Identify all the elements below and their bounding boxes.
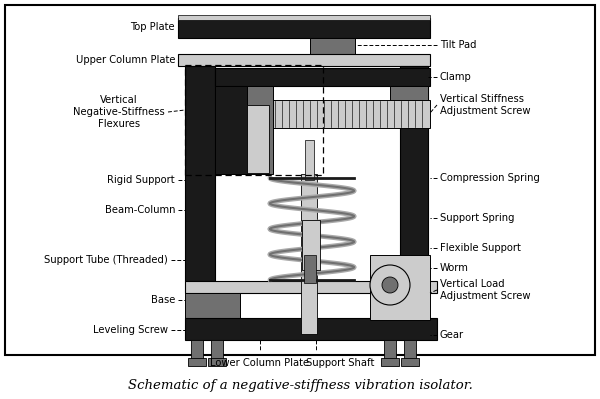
Text: Vertical Load
Adjustment Screw: Vertical Load Adjustment Screw — [440, 279, 530, 301]
Bar — [390, 86, 428, 104]
Circle shape — [382, 277, 398, 293]
Text: Leveling Screw: Leveling Screw — [93, 325, 168, 335]
Bar — [188, 358, 206, 366]
Bar — [302, 220, 320, 270]
Bar — [178, 54, 430, 66]
Text: Gear: Gear — [440, 330, 464, 340]
Text: Schematic of a negative-stiffness vibration isolator.: Schematic of a negative-stiffness vibrat… — [128, 379, 472, 391]
Text: Flexible Support: Flexible Support — [440, 243, 521, 253]
Bar — [270, 100, 430, 128]
Text: Lower Column Plate: Lower Column Plate — [211, 358, 310, 368]
Bar — [381, 358, 399, 366]
Text: Tilt Pad: Tilt Pad — [440, 40, 476, 50]
Text: Compression Spring: Compression Spring — [440, 173, 540, 183]
Bar — [310, 38, 355, 54]
Bar — [301, 174, 317, 334]
Circle shape — [370, 265, 410, 305]
Text: Beam-Column: Beam-Column — [104, 205, 175, 215]
Bar — [185, 65, 323, 175]
Text: Support Shaft: Support Shaft — [306, 358, 374, 368]
Bar — [208, 358, 226, 366]
Bar — [400, 66, 428, 286]
Text: Top Plate: Top Plate — [130, 22, 175, 32]
Bar — [401, 358, 419, 366]
Bar — [247, 105, 269, 173]
Text: Clamp: Clamp — [440, 72, 472, 82]
Bar — [185, 318, 437, 340]
Bar — [305, 140, 314, 180]
Bar — [178, 18, 430, 38]
Text: Rigid Support: Rigid Support — [107, 175, 175, 185]
Bar — [178, 15, 430, 20]
Bar — [5, 5, 595, 355]
Bar — [304, 255, 316, 283]
Text: Upper Column Plate: Upper Column Plate — [76, 55, 175, 65]
Text: Support Tube (Threaded): Support Tube (Threaded) — [44, 255, 168, 265]
Text: Vertical
Negative-Stiffness
Flexures: Vertical Negative-Stiffness Flexures — [73, 95, 165, 128]
Bar — [185, 293, 240, 318]
Bar — [185, 66, 215, 281]
Bar — [215, 86, 247, 174]
Text: Support Spring: Support Spring — [440, 213, 515, 223]
Text: Worm: Worm — [440, 263, 469, 273]
Bar — [191, 340, 203, 362]
Bar — [215, 68, 430, 86]
Bar — [215, 86, 255, 104]
Bar — [185, 281, 437, 293]
Text: Vertical Stiffness
Adjustment Screw: Vertical Stiffness Adjustment Screw — [440, 94, 530, 116]
Bar — [211, 340, 223, 362]
Bar — [384, 340, 396, 362]
Bar — [404, 340, 416, 362]
Bar — [215, 86, 273, 174]
Text: Base: Base — [151, 295, 175, 305]
Bar — [370, 255, 430, 320]
